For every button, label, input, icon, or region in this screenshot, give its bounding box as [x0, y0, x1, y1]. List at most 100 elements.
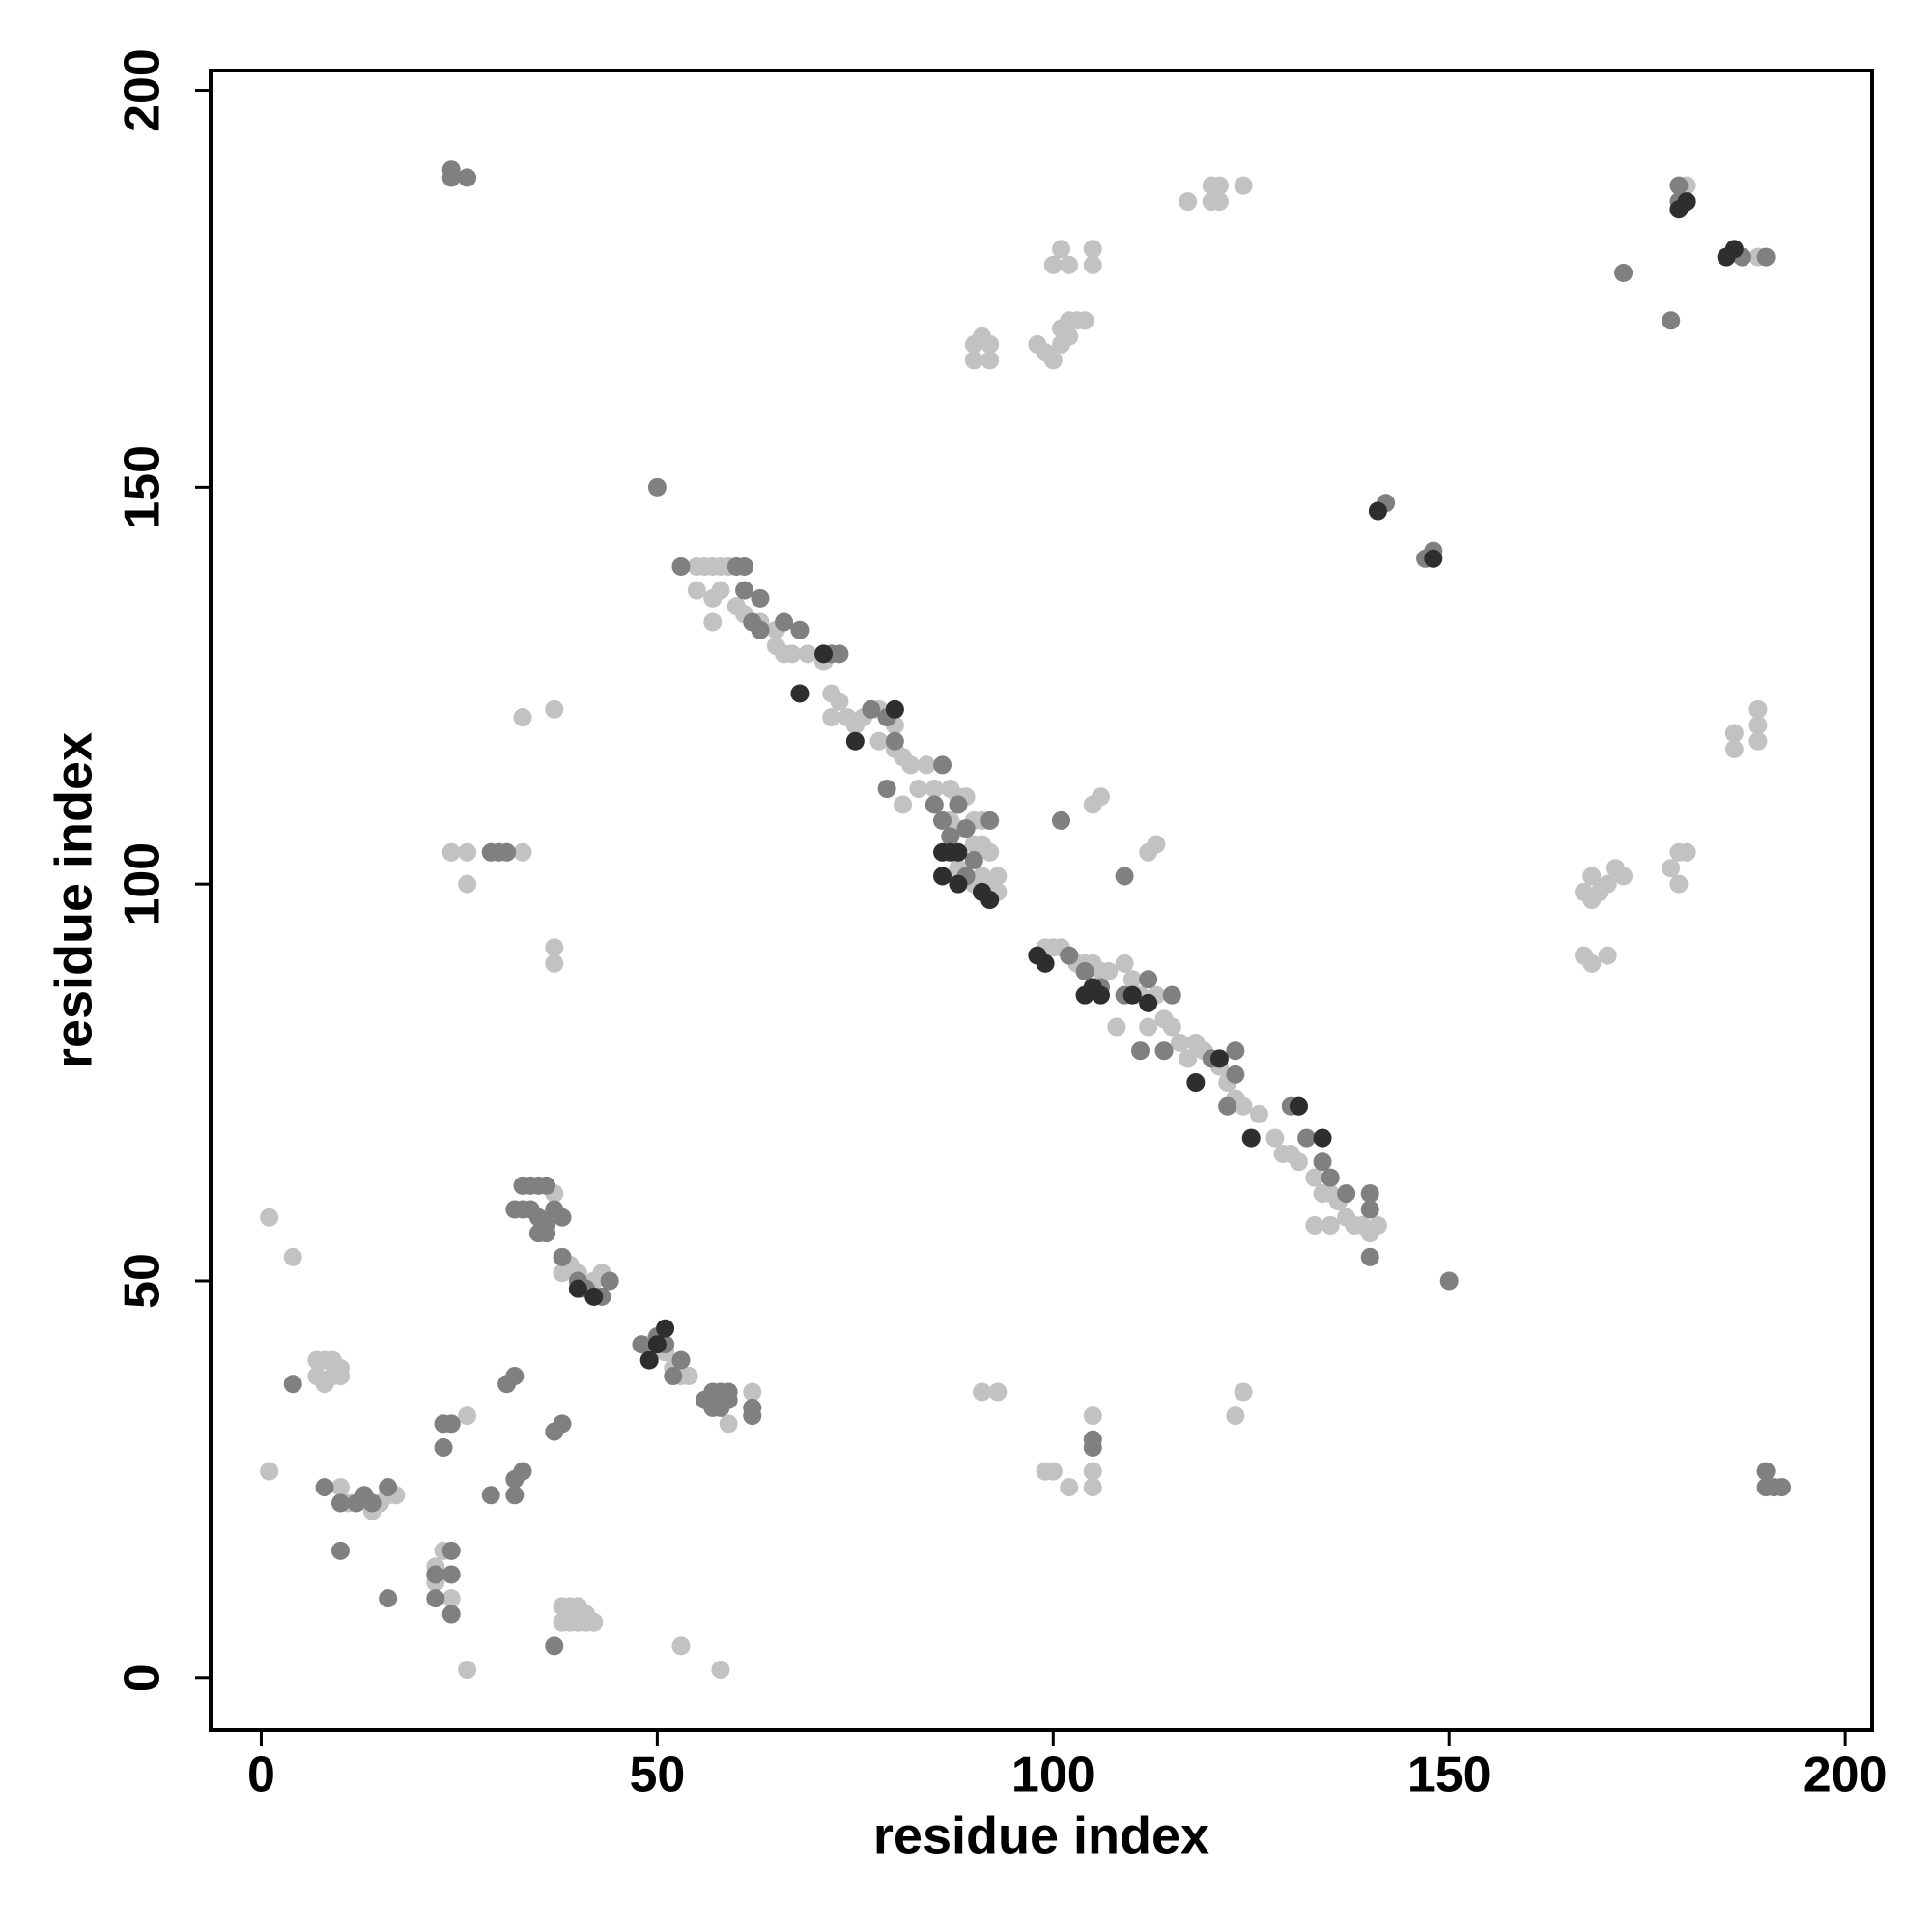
point: [568, 1279, 587, 1298]
point: [1582, 953, 1602, 973]
point: [260, 1208, 279, 1227]
point: [1179, 192, 1198, 212]
point: [924, 780, 944, 799]
point: [719, 1390, 738, 1409]
point: [933, 755, 952, 775]
point: [505, 1367, 525, 1386]
point: [1614, 867, 1634, 886]
point: [1226, 1041, 1245, 1061]
point: [441, 1541, 461, 1560]
point: [664, 1367, 683, 1386]
point: [1115, 953, 1134, 973]
point: [1677, 842, 1696, 862]
point: [1162, 985, 1181, 1005]
point: [1139, 1017, 1158, 1037]
point: [584, 1287, 604, 1306]
point: [1321, 1215, 1340, 1235]
point: [441, 1414, 461, 1434]
point: [1209, 192, 1229, 212]
point: [1091, 787, 1110, 807]
point: [964, 851, 983, 870]
point: [458, 1406, 477, 1426]
x-tick-label: 0: [247, 1747, 275, 1804]
point: [885, 731, 904, 751]
point: [1051, 810, 1070, 830]
point: [1669, 874, 1689, 894]
point: [1669, 200, 1689, 219]
point: [1043, 1462, 1063, 1481]
x-axis-title: residue index: [873, 1806, 1209, 1864]
point: [553, 1208, 572, 1227]
point: [1439, 1271, 1459, 1291]
point: [782, 644, 802, 664]
point: [1099, 962, 1119, 981]
point: [830, 644, 849, 664]
point: [735, 581, 754, 600]
point: [426, 1565, 445, 1584]
point: [719, 1414, 738, 1434]
point: [822, 708, 841, 727]
point: [1075, 962, 1094, 981]
point: [647, 1335, 667, 1354]
point: [988, 1382, 1008, 1402]
point: [885, 699, 904, 719]
point: [1060, 255, 1079, 274]
point: [330, 1541, 350, 1560]
point: [1083, 978, 1102, 997]
point: [973, 1382, 992, 1402]
point: [458, 874, 477, 894]
point: [379, 1478, 398, 1497]
x-tick-label: 200: [1804, 1747, 1888, 1804]
point: [1083, 1478, 1102, 1497]
point: [1748, 699, 1768, 719]
point: [743, 1382, 762, 1402]
point: [330, 1493, 350, 1513]
point: [1130, 1041, 1150, 1061]
point: [553, 1414, 572, 1434]
point: [1036, 953, 1055, 973]
point: [545, 953, 564, 973]
point: [647, 477, 667, 497]
point: [513, 708, 532, 727]
point: [1241, 1128, 1261, 1148]
x-tick-label: 150: [1407, 1747, 1492, 1804]
point: [1179, 1049, 1198, 1068]
point: [1083, 1462, 1102, 1481]
point: [751, 620, 770, 639]
point: [1662, 311, 1681, 330]
point: [513, 842, 532, 862]
point: [362, 1493, 382, 1513]
point: [426, 1589, 445, 1608]
point: [671, 557, 691, 577]
x-tick-label: 50: [629, 1747, 685, 1804]
point: [1598, 946, 1617, 965]
point: [553, 1247, 572, 1266]
point: [1083, 240, 1102, 259]
point: [379, 1589, 398, 1608]
point: [862, 699, 881, 719]
point: [1360, 1247, 1379, 1266]
point: [877, 780, 896, 799]
point: [1122, 985, 1142, 1005]
y-tick-label: 150: [115, 445, 171, 529]
point: [656, 1319, 675, 1338]
point: [1773, 1478, 1792, 1497]
point: [1305, 1168, 1324, 1187]
point: [1337, 1184, 1356, 1204]
point: [964, 351, 983, 370]
point: [679, 1367, 698, 1386]
point: [1424, 549, 1443, 568]
point: [1186, 1073, 1206, 1093]
point: [798, 644, 817, 664]
x-tick-label: 100: [1011, 1747, 1095, 1804]
point: [949, 795, 968, 814]
y-tick-label: 100: [115, 842, 171, 926]
point: [1756, 1462, 1776, 1481]
point: [703, 612, 723, 632]
point: [671, 1636, 691, 1656]
point: [1122, 970, 1142, 989]
point: [1321, 1168, 1340, 1187]
point: [790, 684, 810, 703]
